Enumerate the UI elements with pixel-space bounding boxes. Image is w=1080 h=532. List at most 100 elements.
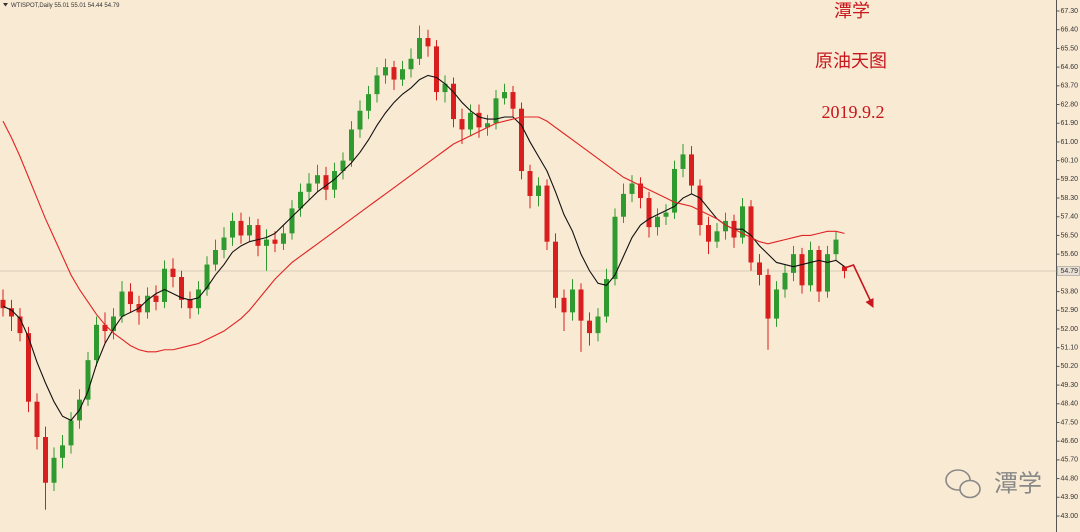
y-tick-label: 50.20	[1061, 363, 1079, 370]
candle-body	[400, 69, 405, 80]
candle-body	[26, 333, 31, 402]
candle-body	[451, 83, 456, 120]
candle-body	[842, 266, 847, 271]
last-price-label: 54.79	[1061, 268, 1079, 275]
candle-body	[587, 320, 592, 334]
y-tick-label: 61.90	[1061, 120, 1079, 127]
candle-body	[298, 191, 303, 209]
candle-body	[578, 289, 584, 321]
candle-body	[689, 154, 694, 186]
candle-body	[774, 289, 779, 319]
y-tick-label: 61.00	[1061, 139, 1079, 146]
candle-body	[808, 249, 813, 286]
y-tick-label: 46.60	[1061, 438, 1079, 445]
annotation: 2019.9.2	[822, 102, 885, 122]
y-tick-label: 45.70	[1061, 457, 1079, 464]
y-tick-label: 57.40	[1061, 214, 1079, 221]
forecast-arrow	[844, 264, 872, 302]
y-tick-label: 67.30	[1061, 8, 1079, 15]
candle-body	[723, 220, 728, 232]
header-close: 54.79	[104, 3, 120, 9]
candle-body	[374, 75, 380, 95]
candle-body	[655, 216, 660, 228]
candle-body	[264, 239, 269, 246]
candle-body	[476, 112, 482, 128]
chart-header: WTISPOT,Daily 55.01 55.01 54.44 54.79	[11, 3, 120, 9]
candle-body	[706, 225, 711, 242]
candle-body	[765, 274, 771, 319]
y-tick-label: 65.50	[1061, 45, 1079, 52]
candle-body	[111, 316, 116, 332]
header-open: 55.01	[54, 3, 70, 9]
y-tick-label: 59.20	[1061, 176, 1079, 183]
candle-body	[204, 264, 210, 290]
y-tick-label: 63.70	[1061, 83, 1079, 90]
y-tick-label: 51.10	[1061, 345, 1079, 352]
watermark: 潭学	[945, 469, 1042, 499]
candle-body	[145, 295, 150, 313]
candle-body	[442, 83, 448, 93]
candle-body	[9, 308, 14, 317]
candle-body	[349, 129, 354, 161]
candle-body	[799, 254, 805, 286]
candle-body	[391, 67, 397, 80]
candle-body	[570, 289, 575, 313]
candle-body	[561, 297, 567, 313]
candle-body	[323, 175, 329, 190]
candle-body	[748, 206, 754, 263]
candle-body	[315, 175, 320, 184]
candle-body	[383, 67, 388, 76]
forecast-arrowhead	[865, 297, 874, 308]
candle-body	[672, 168, 677, 213]
candle-body	[791, 254, 796, 273]
candle-body	[714, 231, 720, 242]
candle-body	[621, 193, 626, 217]
candle-body	[612, 216, 618, 280]
candle-body	[196, 289, 201, 309]
candle-body	[510, 92, 516, 109]
y-tick-label: 58.30	[1061, 195, 1079, 202]
candle-body	[663, 212, 669, 217]
candle-body	[153, 295, 159, 302]
annotation: 原油天图	[815, 51, 887, 71]
header-low: 54.44	[88, 3, 104, 9]
y-tick-label: 62.80	[1061, 101, 1079, 108]
y-tick-label: 44.80	[1061, 475, 1079, 482]
candle-body	[740, 206, 745, 238]
candle-body	[0, 299, 6, 309]
moving-average-line	[2, 116, 845, 353]
y-tick-label: 43.00	[1061, 513, 1079, 520]
candle-body	[519, 108, 524, 172]
candle-body	[51, 457, 57, 483]
candle-body	[485, 123, 490, 128]
candle-body	[230, 220, 235, 238]
y-tick-label: 43.90	[1061, 494, 1079, 501]
annotation: 潭学	[834, 1, 870, 21]
candle-body	[680, 154, 686, 169]
y-tick-label: 66.40	[1061, 27, 1079, 34]
candle-body	[417, 38, 422, 59]
candle-body	[94, 324, 99, 361]
candle-body	[68, 420, 74, 446]
candle-body	[102, 324, 108, 332]
candle-body	[247, 225, 252, 236]
candle-body	[281, 233, 286, 244]
y-tick-label: 64.60	[1061, 64, 1079, 71]
candle-body	[34, 401, 40, 438]
candle-body	[17, 316, 23, 334]
y-tick-label: 48.40	[1061, 401, 1079, 408]
candle-body	[340, 160, 346, 172]
watermark-icon	[959, 479, 981, 499]
candle-body	[238, 220, 244, 236]
candle-body	[604, 279, 609, 317]
candle-body	[179, 277, 184, 300]
y-tick-label: 60.10	[1061, 157, 1079, 164]
y-tick-label: 56.50	[1061, 232, 1079, 239]
candle-body	[60, 445, 65, 458]
candle-body	[544, 185, 550, 242]
candle-body	[170, 268, 176, 278]
candle-body	[816, 249, 822, 292]
candle-body	[255, 225, 261, 246]
candle-body	[162, 268, 167, 302]
